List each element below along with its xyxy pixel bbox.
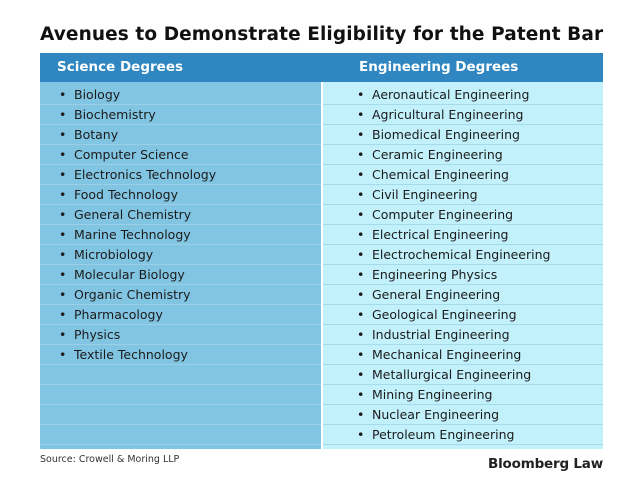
table-row — [40, 365, 321, 385]
bloomberg-law-logo: Bloomberg Law — [488, 456, 603, 472]
list-item: Computer Engineering — [357, 205, 513, 225]
table-row: Electrical Engineering — [323, 225, 603, 245]
list-item: Pharmacology — [59, 305, 163, 325]
table-row: Food Technology — [40, 185, 321, 205]
list-item: Textile Technology — [59, 345, 188, 365]
list-item: Aeronautical Engineering — [357, 85, 529, 105]
table-row: Metallurgical Engineering — [323, 365, 603, 385]
list-item: Biology — [59, 85, 120, 105]
list-item: Computer Science — [59, 145, 189, 165]
list-item: Civil Engineering — [357, 185, 478, 205]
list-item: Botany — [59, 125, 118, 145]
list-item: Engineering Physics — [357, 265, 497, 285]
table-row: Geological Engineering — [323, 305, 603, 325]
table-row — [40, 405, 321, 425]
table-row: Electrochemical Engineering — [323, 245, 603, 265]
list-item: Molecular Biology — [59, 265, 185, 285]
table-row: Pharmacology — [40, 305, 321, 325]
table-row: Electronics Technology — [40, 165, 321, 185]
table-row: Civil Engineering — [323, 185, 603, 205]
table-row: General Engineering — [323, 285, 603, 305]
table-row: Biology — [40, 85, 321, 105]
table-row: Petroleum Engineering — [323, 425, 603, 445]
list-item: Ceramic Engineering — [357, 145, 503, 165]
list-item: Chemical Engineering — [357, 165, 509, 185]
list-item: Mining Engineering — [357, 385, 492, 405]
column-divider — [321, 82, 323, 449]
list-item: Biomedical Engineering — [357, 125, 520, 145]
table-row: Chemical Engineering — [323, 165, 603, 185]
list-item: Marine Technology — [59, 225, 191, 245]
table-row: Marine Technology — [40, 225, 321, 245]
list-item: Petroleum Engineering — [357, 425, 514, 445]
list-item: Electrical Engineering — [357, 225, 508, 245]
list-item: Organic Chemistry — [59, 285, 191, 305]
list-item: Food Technology — [59, 185, 178, 205]
table-row: Textile Technology — [40, 345, 321, 365]
table-row — [40, 385, 321, 405]
table-row: Agricultural Engineering — [323, 105, 603, 125]
table-row — [40, 425, 321, 445]
table-row: Organic Chemistry — [40, 285, 321, 305]
science-degrees-column: BiologyBiochemistryBotanyComputer Scienc… — [40, 82, 321, 449]
table-row: Ceramic Engineering — [323, 145, 603, 165]
table-row: Biomedical Engineering — [323, 125, 603, 145]
table-row: Mechanical Engineering — [323, 345, 603, 365]
list-item: General Engineering — [357, 285, 500, 305]
table-row: Mining Engineering — [323, 385, 603, 405]
list-item: Mechanical Engineering — [357, 345, 521, 365]
table-row: Industrial Engineering — [323, 325, 603, 345]
list-item: General Chemistry — [59, 205, 191, 225]
engineering-degrees-column: Aeronautical EngineeringAgricultural Eng… — [323, 82, 603, 449]
table-row: Nuclear Engineering — [323, 405, 603, 425]
list-item: Physics — [59, 325, 120, 345]
list-item: Industrial Engineering — [357, 325, 510, 345]
table-row: Computer Engineering — [323, 205, 603, 225]
list-item: Microbiology — [59, 245, 153, 265]
source-note: Source: Crowell & Moring LLP — [40, 454, 180, 465]
table-row: Engineering Physics — [323, 265, 603, 285]
table-header: Science Degrees Engineering Degrees — [40, 53, 603, 82]
eligibility-table: Science Degrees Engineering Degrees Biol… — [40, 53, 603, 449]
table-row: Molecular Biology — [40, 265, 321, 285]
table-row: Botany — [40, 125, 321, 145]
table-row: Microbiology — [40, 245, 321, 265]
table-row: Physics — [40, 325, 321, 345]
list-item: Agricultural Engineering — [357, 105, 523, 125]
engineering-degrees-header: Engineering Degrees — [359, 59, 519, 75]
list-item: Nuclear Engineering — [357, 405, 499, 425]
list-item: Geological Engineering — [357, 305, 517, 325]
table-row: Computer Science — [40, 145, 321, 165]
table-row: Biochemistry — [40, 105, 321, 125]
list-item: Electrochemical Engineering — [357, 245, 550, 265]
list-item: Metallurgical Engineering — [357, 365, 531, 385]
table-row: General Chemistry — [40, 205, 321, 225]
science-degrees-header: Science Degrees — [57, 59, 184, 75]
page-title: Avenues to Demonstrate Eligibility for t… — [40, 24, 604, 45]
table-row: Aeronautical Engineering — [323, 85, 603, 105]
list-item: Electronics Technology — [59, 165, 216, 185]
list-item: Biochemistry — [59, 105, 156, 125]
